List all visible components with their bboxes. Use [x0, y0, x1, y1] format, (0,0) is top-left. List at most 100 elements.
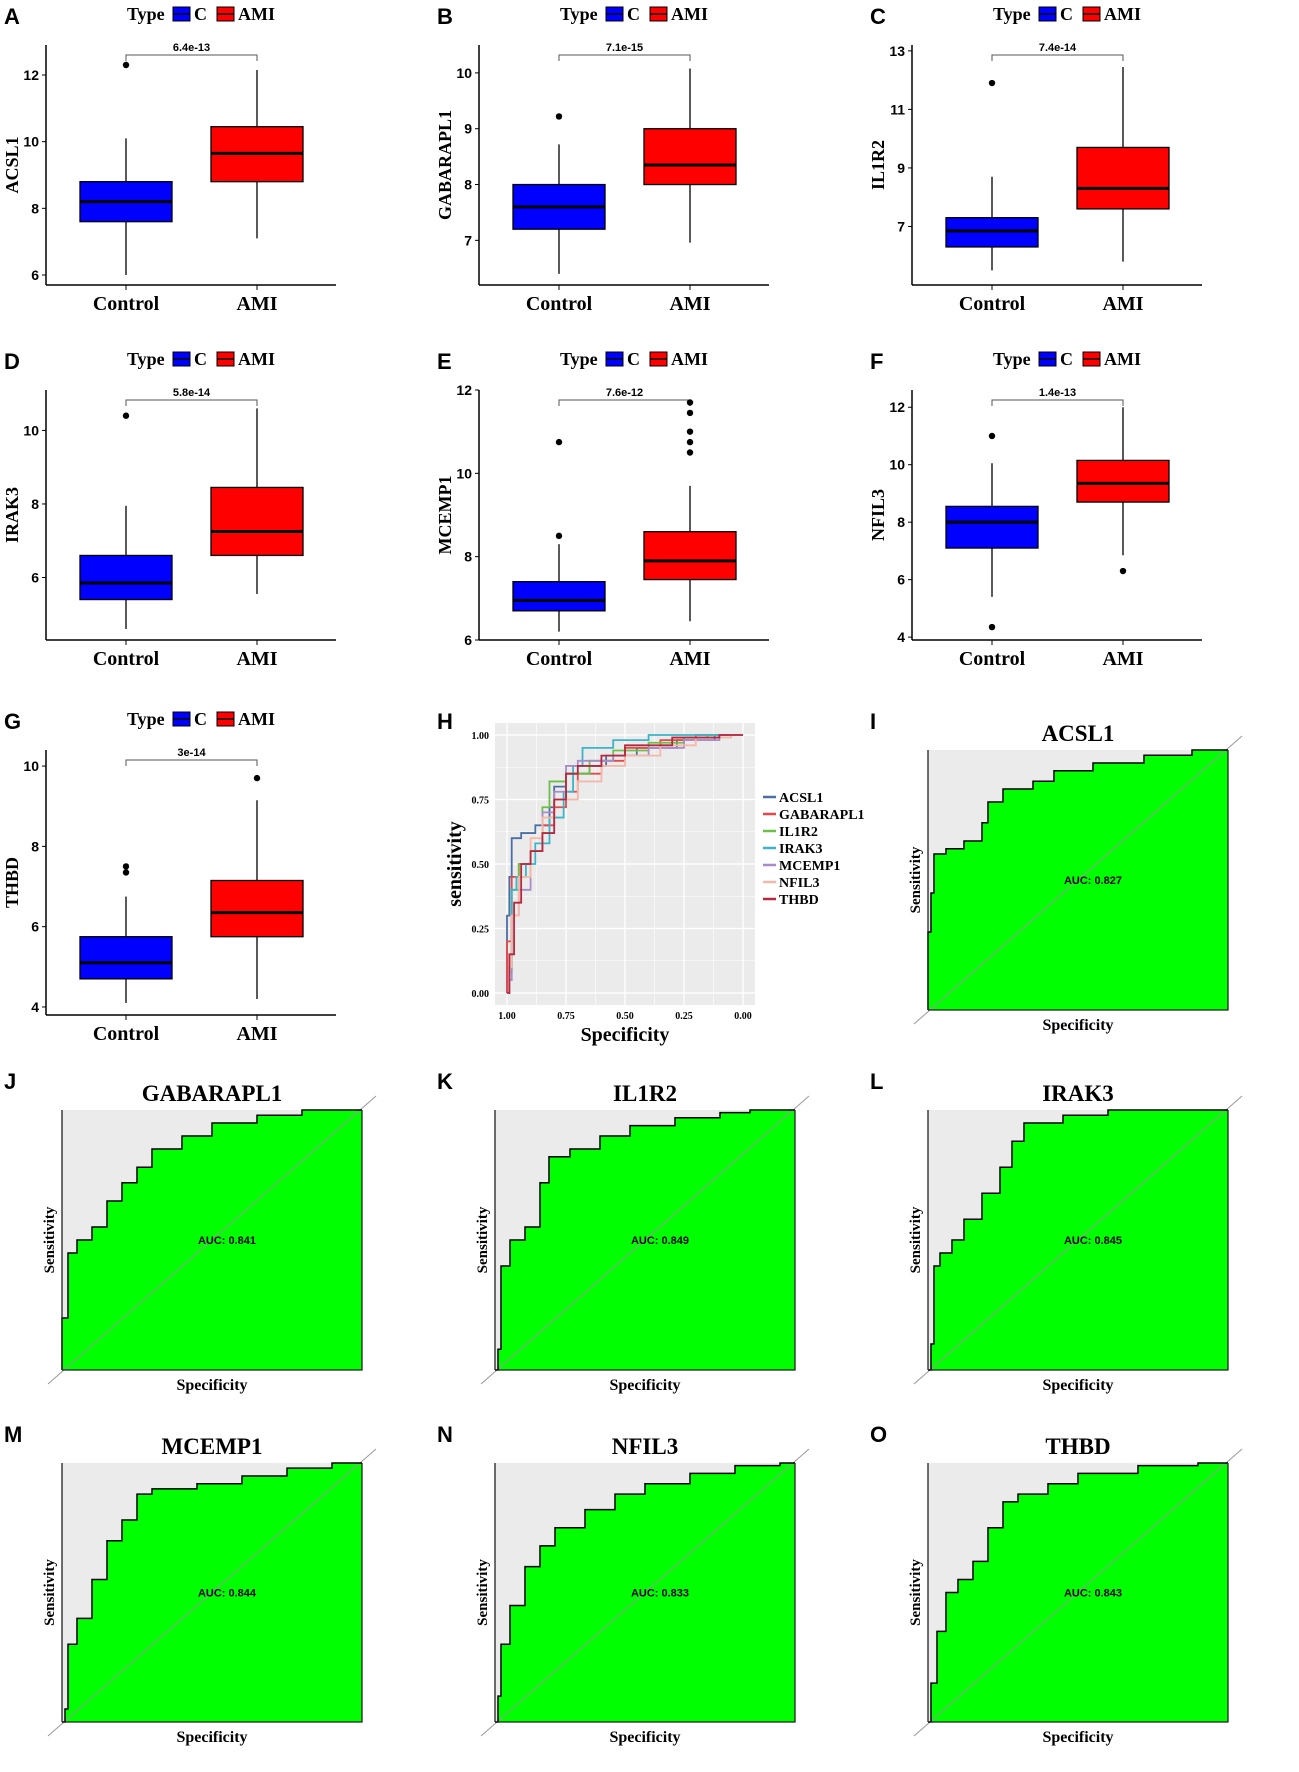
legend-label: AMI: [238, 349, 275, 369]
y-tick-label: 6: [897, 572, 905, 588]
y-axis-label: Sensitivity: [908, 1206, 924, 1273]
legend-title: Type: [127, 349, 165, 369]
y-tick-label: 6: [31, 919, 39, 935]
y-axis-label: THBD: [2, 857, 22, 908]
y-tick-label: 4: [897, 629, 905, 645]
x-axis-label: Specificity: [176, 1377, 247, 1394]
panel-b-boxplot-gabarapl1: B Type C AMI 7 8 9 10 GABARAPL1 7.1e-15 Control AMI: [433, 0, 866, 330]
panel-o-roc-thbd: O THBD AUC: 0.843 Sensitivity Specificity: [866, 1418, 1299, 1772]
legend-title: Type: [560, 4, 598, 24]
chart-svg: J GABARAPL1 AUC: 0.841 Sensitivity Specifici…: [4, 1069, 377, 1394]
p-value-label: 3e-14: [177, 747, 206, 759]
outlier-point: [686, 428, 694, 435]
y-axis-label: IL1R2: [868, 140, 888, 190]
box-ami: [643, 531, 737, 581]
outlier-point: [1119, 567, 1127, 575]
chart-svg: M MCEMP1 AUC: 0.844 Sensitivity Specificity: [4, 1422, 377, 1746]
y-tick-label: 12: [456, 382, 472, 398]
panel-letter: O: [870, 1422, 887, 1447]
auc-label: AUC: 0.843: [1064, 1588, 1122, 1600]
legend-label: NFIL3: [779, 876, 819, 891]
roc-title: MCEMP1: [162, 1434, 263, 1459]
diagonal-reference-line: [480, 1095, 810, 1385]
p-value-label: 1.4e-13: [1039, 387, 1076, 399]
y-axis-label: Sensitivity: [908, 846, 924, 913]
significance-bracket: [558, 399, 691, 406]
panel-letter: M: [4, 1422, 22, 1447]
significance-bracket: [125, 759, 258, 766]
y-tick-label: 8: [31, 838, 39, 854]
legend-label: ACSL1: [779, 791, 823, 806]
outlier-point: [686, 409, 694, 417]
auc-label: AUC: 0.849: [631, 1235, 689, 1247]
roc-curve-irak3: [507, 734, 743, 994]
y-axis-label: NFIL3: [868, 489, 888, 541]
chart-svg: D Type C AMI 6 8 10 IRAK3 5.8e-14 Control AMI: [2, 349, 336, 670]
y-axis-label: MCEMP1: [435, 476, 455, 555]
diagonal-reference-line: [47, 1448, 377, 1737]
x-category-label: AMI: [236, 648, 277, 670]
auc-label: AUC: 0.827: [1064, 875, 1122, 887]
legend-label: IRAK3: [779, 842, 823, 857]
legend-label: AMI: [671, 4, 708, 24]
chart-svg: C Type C AMI 7 9 11 13 IL1R2 7.4e-14 Control AMI: [868, 4, 1202, 315]
y-tick-label: 10: [23, 134, 39, 150]
diagonal-reference-line: [47, 1095, 377, 1385]
legend-label: AMI: [238, 4, 275, 24]
panel-letter: N: [437, 1422, 453, 1447]
plot-border: [927, 1110, 1229, 1371]
y-tick-label: 0.25: [472, 925, 490, 936]
chart-svg: N NFIL3 AUC: 0.833 Sensitivity Specificity: [437, 1422, 810, 1746]
y-tick-label: 10: [23, 758, 39, 774]
y-tick-label: 10: [456, 65, 472, 81]
legend-label: GABARAPL1: [779, 808, 865, 823]
auc-label: AUC: 0.845: [1064, 1235, 1122, 1247]
y-tick-label: 6: [31, 267, 39, 283]
chart-svg: O THBD AUC: 0.843 Sensitivity Specificity: [870, 1422, 1243, 1746]
roc-curve: [61, 1109, 362, 1370]
x-category-label: Control: [959, 293, 1026, 315]
outlier-point: [686, 438, 694, 446]
legend-label: AMI: [238, 709, 275, 729]
significance-bracket: [125, 54, 258, 61]
legend-title: Type: [560, 349, 598, 369]
roc-title: NFIL3: [612, 1434, 678, 1459]
auc-label: AUC: 0.841: [198, 1235, 256, 1247]
roc-title: GABARAPL1: [142, 1081, 283, 1106]
y-tick-label: 6: [464, 632, 472, 648]
outlier-point: [122, 863, 130, 870]
chart-svg: L IRAK3 AUC: 0.845 Sensitivity Specificity: [870, 1069, 1243, 1394]
panel-h-combined-roc: H 0.00 0.25 0.50 0.75 1.00 1.00 0.75 0.50 0.25 0.0…: [433, 705, 866, 1060]
y-tick-label: 7: [897, 218, 905, 234]
box-ami: [643, 128, 737, 186]
panel-m-roc-mcemp1: M MCEMP1 AUC: 0.844 Sensitivity Specificity: [0, 1418, 433, 1772]
legend-label: C: [194, 4, 207, 24]
x-axis-label: Specificity: [581, 1024, 670, 1046]
roc-title: IL1R2: [613, 1081, 677, 1106]
panel-letter: E: [437, 349, 452, 374]
y-axis-label: ACSL1: [2, 136, 22, 193]
y-tick-label: 8: [31, 200, 39, 216]
y-tick-label: 8: [464, 549, 472, 565]
y-tick-label: 9: [464, 121, 472, 137]
plot-border: [927, 1463, 1229, 1723]
auc-label: AUC: 0.844: [198, 1588, 257, 1600]
y-tick-label: 8: [897, 514, 905, 530]
diagonal-reference-line: [913, 1448, 1243, 1737]
panel-c-boxplot-il1r2: C Type C AMI 7 9 11 13 IL1R2 7.4e-14 Control AMI: [866, 0, 1299, 330]
significance-bracket: [991, 54, 1124, 61]
panel-e-boxplot-mcemp1: E Type C AMI 6 8 10 12 MCEMP1 7.6e-12 Control AMI: [433, 345, 866, 685]
roc-curve: [62, 1462, 362, 1723]
outlier-point: [988, 623, 996, 631]
box-ami: [1076, 459, 1170, 503]
x-tick-label: 0.50: [616, 1011, 634, 1022]
x-category-label: AMI: [236, 293, 277, 315]
x-tick-label: 0.25: [675, 1011, 693, 1022]
y-tick-label: 9: [897, 160, 905, 176]
x-category-label: AMI: [236, 1023, 277, 1045]
chart-svg: K IL1R2 AUC: 0.849 Sensitivity Specificity: [437, 1069, 810, 1394]
diagonal-reference-line: [913, 735, 1243, 1025]
box-control: [79, 554, 173, 601]
legend-label: C: [1060, 349, 1073, 369]
plot-border: [494, 1110, 796, 1371]
